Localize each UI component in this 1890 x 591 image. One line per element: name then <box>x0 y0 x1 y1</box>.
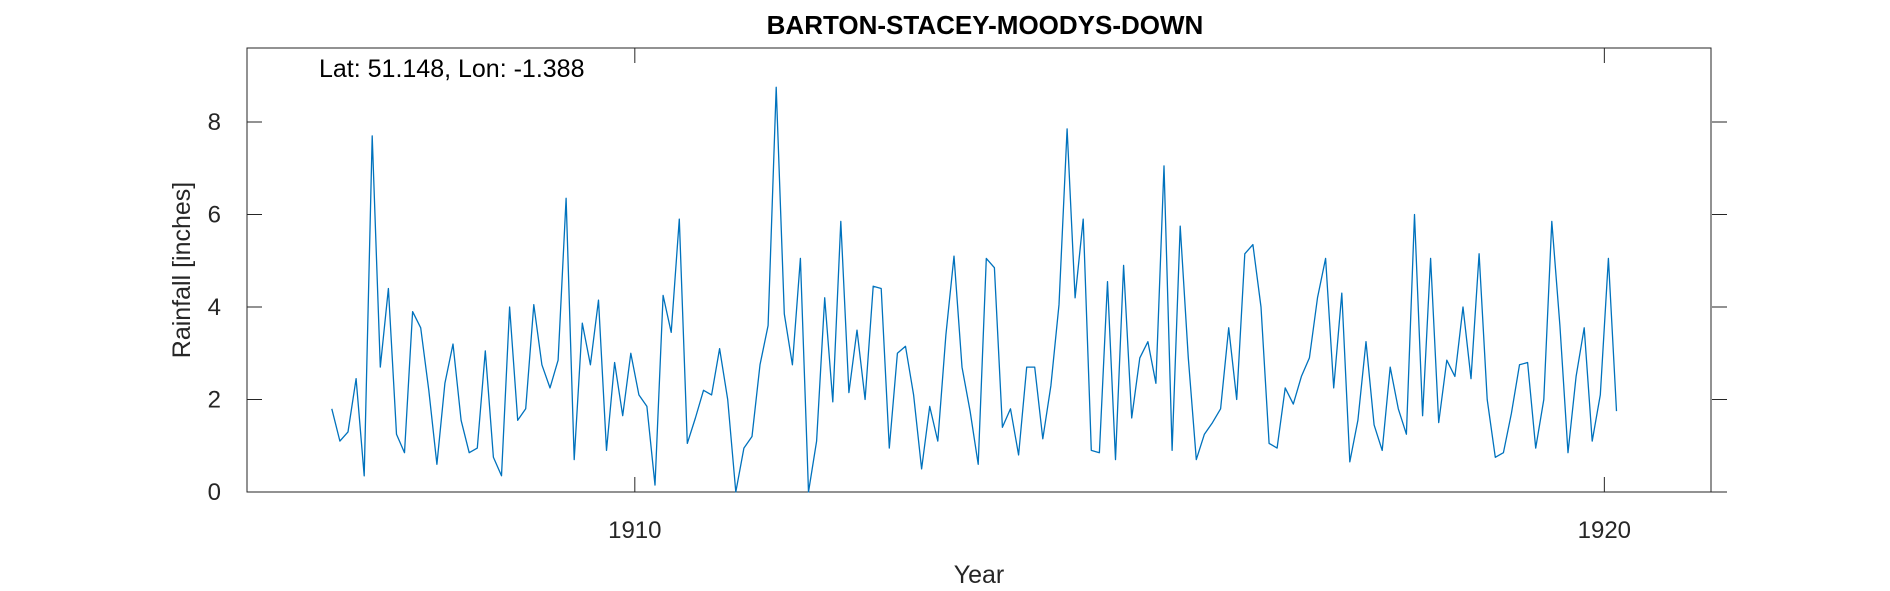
y-tick-label: 6 <box>208 202 221 229</box>
x-axis-label: Year <box>954 561 1005 589</box>
location-annotation: Lat: 51.148, Lon: -1.388 <box>319 55 585 83</box>
x-axis: 1910 1920 <box>247 48 1727 544</box>
rainfall-series-line <box>331 86 1618 493</box>
chart-title: BARTON-STACEY-MOODYS-DOWN <box>767 10 1204 40</box>
x-tick-label: 1920 <box>1578 517 1631 544</box>
x-tick-label: 1910 <box>608 517 661 544</box>
y-tick-label: 2 <box>208 387 221 414</box>
y-axis-label: Rainfall [inches] <box>168 182 196 358</box>
y-tick-label: 4 <box>208 294 221 321</box>
y-tick-label: 0 <box>208 479 221 506</box>
y-tick-label: 8 <box>208 109 221 136</box>
